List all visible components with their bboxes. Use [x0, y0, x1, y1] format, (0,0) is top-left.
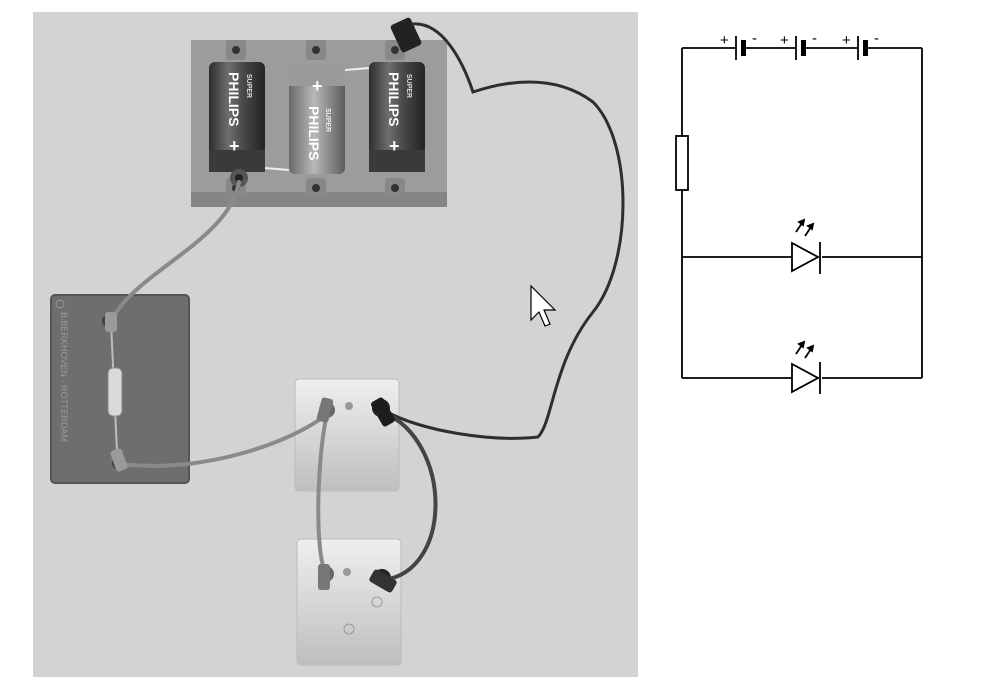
- battery-series-label: SUPER: [245, 74, 252, 98]
- battery-cell-2: + PHILIPS SUPER: [289, 64, 345, 174]
- circuit-schematic: + - + - + -: [668, 14, 930, 408]
- wire-battery-to-resistor: [109, 180, 241, 324]
- battery-symbol-1: + -: [720, 30, 757, 60]
- battery-series-label: SUPER: [324, 108, 331, 132]
- battery-minus-sign: -: [752, 30, 757, 47]
- battery-cell-1: PHILIPS PHILIPS SUPER +: [209, 62, 265, 172]
- wire-led-parallel-dark: [381, 410, 438, 582]
- circuit-photo-drawing: PHILIPS PHILIPS SUPER + + PHILIPS SUPER …: [50, 17, 625, 666]
- resistor-board: B.BERKHOVEN - ROTTERDAM: [50, 294, 190, 484]
- wire-battery-to-led-black: [381, 22, 625, 440]
- schematic-wires: [681, 47, 923, 379]
- wire-resistor-to-led: [121, 412, 329, 468]
- battery-holder: PHILIPS PHILIPS SUPER + + PHILIPS SUPER …: [191, 17, 447, 207]
- battery-minus-sign: -: [874, 30, 879, 47]
- led-holder-bottom: [296, 538, 402, 666]
- battery-minus-sign: -: [812, 30, 817, 47]
- battery-symbol-2: + -: [780, 30, 817, 60]
- battery-terminal-mark: +: [229, 136, 240, 156]
- resistor: [107, 367, 123, 417]
- resistor-board-label: B.BERKHOVEN - ROTTERDAM: [59, 312, 69, 442]
- battery-series-label: SUPER: [405, 74, 412, 98]
- circuit-photo: PHILIPS PHILIPS SUPER + + PHILIPS SUPER …: [33, 12, 638, 677]
- battery-brand-label: PHILIPS: [226, 72, 242, 126]
- mouse-cursor: [530, 284, 557, 327]
- battery-brand-label: PHILIPS: [306, 106, 322, 160]
- led-holder-top: [294, 378, 400, 492]
- battery-cell-3: PHILIPS SUPER +: [369, 62, 425, 172]
- battery-plus-sign: +: [720, 32, 729, 49]
- battery-brand-label: PHILIPS: [386, 72, 402, 126]
- schematic-drawing: + - + - + -: [675, 30, 923, 394]
- battery-plus-sign: +: [780, 32, 789, 49]
- battery-plus-sign: +: [842, 32, 851, 49]
- resistor-symbol: [675, 135, 689, 191]
- battery-plug: [390, 17, 422, 53]
- led-symbol-2: [791, 340, 821, 394]
- battery-terminal-mark: +: [312, 76, 323, 96]
- led-symbol-1: [791, 218, 821, 274]
- battery-symbol-3: + -: [842, 30, 879, 60]
- battery-terminal-mark: +: [389, 136, 400, 156]
